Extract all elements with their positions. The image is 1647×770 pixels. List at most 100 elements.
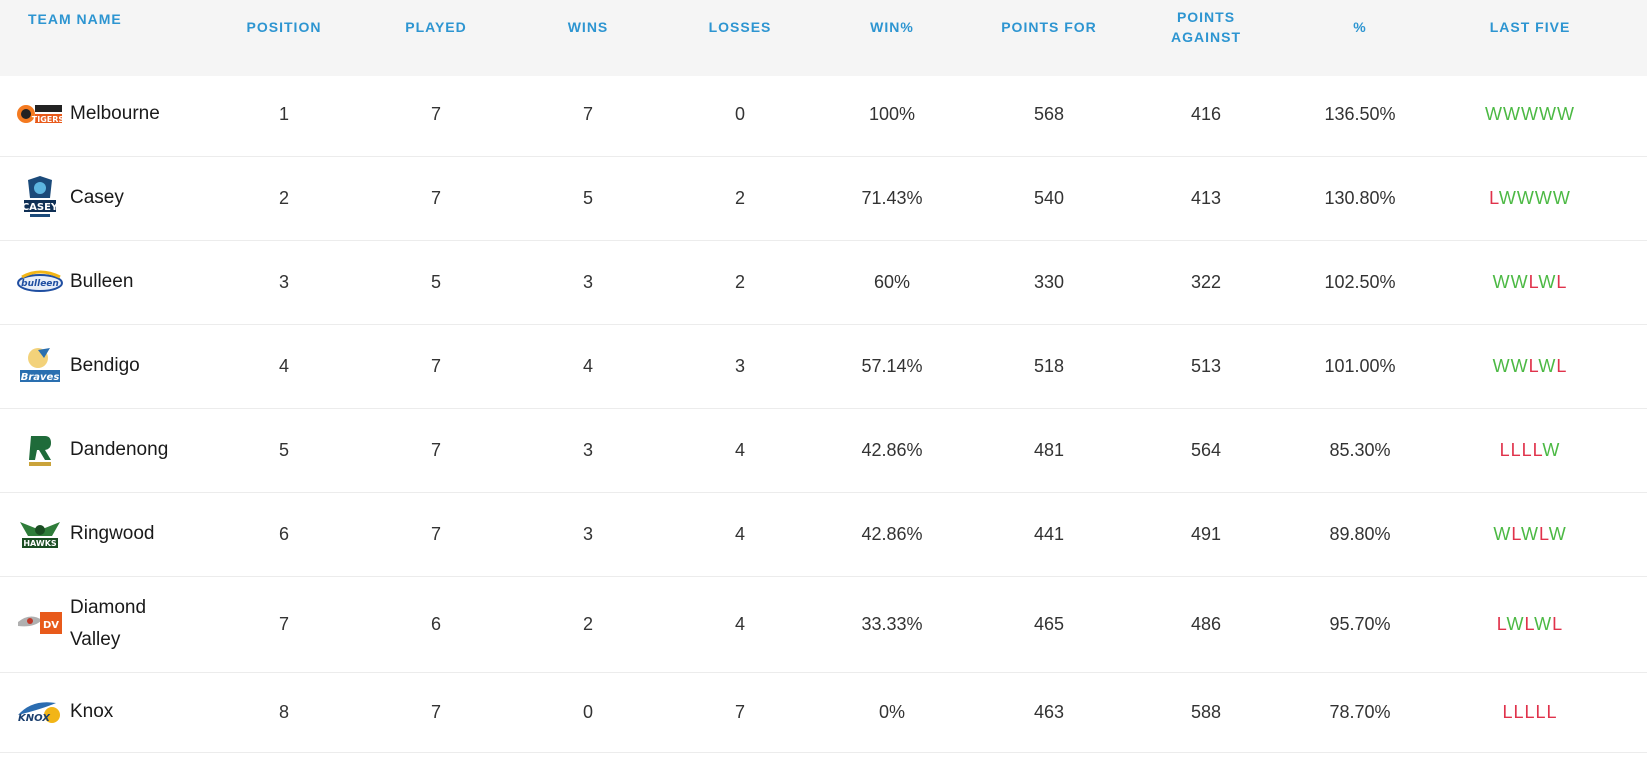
- result-win: W: [1493, 523, 1512, 544]
- team-cell[interactable]: CASEY Casey: [16, 156, 180, 240]
- table-row[interactable]: Braves Bendigo 4 7 4 3 57.14% 518 513 101.00% WWLW…: [0, 324, 1647, 409]
- svg-text:HAWKS: HAWKS: [23, 539, 57, 548]
- team-name[interactable]: Ringwood: [70, 523, 155, 544]
- cell-win-pct: 42.86%: [861, 439, 923, 460]
- bulleen-boomers-logo-icon: bulleen: [16, 262, 64, 302]
- cell-points-against: 486: [1190, 613, 1222, 634]
- result-loss: L: [1524, 701, 1536, 722]
- team-cell[interactable]: Braves Bendigo: [16, 324, 180, 408]
- knox-raiders-logo-icon: KNOX: [16, 692, 64, 732]
- table-row[interactable]: CASEYCasey275271.43%540413130.80%LWWWWLW…: [0, 156, 1647, 241]
- team-name[interactable]: Bulleen: [70, 271, 134, 292]
- cell-last-five: LLLLWLLLLW: [1440, 408, 1620, 492]
- team-name[interactable]: Melbourne: [70, 103, 160, 124]
- diamond-valley-eagles-logo-icon: DV: [16, 604, 64, 644]
- result-loss: L: [1502, 701, 1514, 722]
- team-name[interactable]: Bendigo: [70, 355, 140, 376]
- table-row[interactable]: TIGERS Melbourne 1 7 7 0 100% 568 416 136.50% WWWW…: [0, 72, 1647, 157]
- team-name[interactable]: Diamond Valley: [70, 597, 147, 650]
- cell-losses: 4: [734, 613, 745, 634]
- team-name[interactable]: Casey: [70, 187, 124, 208]
- team-cell[interactable]: DV Diamond Valley: [16, 576, 180, 672]
- cell-position: 3: [278, 271, 289, 292]
- result-loss: L: [1556, 271, 1568, 292]
- header-wins[interactable]: WINS: [567, 19, 609, 35]
- result-win: W: [1485, 103, 1503, 124]
- result-win: W: [1548, 523, 1567, 544]
- result-loss: L: [1528, 355, 1539, 376]
- result-loss: L: [1510, 439, 1522, 460]
- result-win: W: [1542, 439, 1561, 460]
- header-win-pct[interactable]: WIN%: [870, 19, 914, 35]
- header-team-name[interactable]: TEAM NAME: [28, 11, 122, 27]
- team-cell[interactable]: KNOX Knox: [16, 672, 180, 752]
- dandenong-rangers-logo-icon: [16, 430, 64, 470]
- team-cell[interactable]: HAWKS Ringwood: [16, 492, 180, 576]
- cell-losses: 3: [734, 355, 745, 376]
- cell-wins: 4: [582, 355, 593, 376]
- table-row[interactable]: DV Diamond Valley 7 6 2 4 33.33% 465 486 95.70% LW…: [0, 576, 1647, 673]
- cell-wins: 0: [582, 701, 593, 722]
- team-name[interactable]: Dandenong: [70, 439, 169, 460]
- cell-losses: 2: [734, 187, 745, 208]
- cell-points-for: 568: [1033, 103, 1065, 124]
- table-row[interactable]: Dandenong573442.86%48156485.30%LLLLWLLLL…: [0, 408, 1647, 493]
- table-row[interactable]: HAWKS Ringwood 6 7 3 4 42.86% 441 491 89.80% WLWLW…: [0, 492, 1647, 577]
- table-row[interactable]: bulleenBulleen353260%330322102.50%WWLWLW…: [0, 240, 1647, 325]
- header-percentage[interactable]: %: [1353, 19, 1367, 35]
- result-win: W: [1498, 187, 1517, 208]
- team-cell[interactable]: Dandenong: [16, 408, 180, 492]
- header-points-for[interactable]: POINTS FOR: [1001, 19, 1097, 35]
- cell-win-pct: 42.86%: [861, 523, 923, 544]
- cell-last-five: LWLWLLWLWL: [1440, 576, 1620, 672]
- result-loss: L: [1535, 701, 1547, 722]
- cell-win-pct: 100%: [868, 103, 916, 124]
- cell-position: 7: [278, 613, 289, 634]
- result-win: W: [1521, 103, 1539, 124]
- cell-points-for: 441: [1033, 523, 1065, 544]
- cell-percentage: 95.70%: [1329, 613, 1391, 634]
- cell-percentage: 130.80%: [1324, 187, 1396, 208]
- cell-losses: 0: [734, 103, 745, 124]
- cell-points-for: 481: [1033, 439, 1065, 460]
- header-last-five[interactable]: LAST FIVE: [1489, 19, 1571, 35]
- cell-wins: 7: [582, 103, 593, 124]
- last-five-results: WWWWW: [1485, 104, 1575, 125]
- header-played[interactable]: PLAYED: [405, 19, 467, 35]
- last-five-results: WWLWL: [1493, 356, 1568, 377]
- last-five-results: LWLWL: [1497, 614, 1563, 635]
- team-name[interactable]: Knox: [70, 701, 114, 722]
- team-cell[interactable]: TIGERS Melbourne: [16, 72, 180, 156]
- cell-percentage: 102.50%: [1324, 271, 1396, 292]
- result-win: W: [1538, 355, 1557, 376]
- result-win: W: [1557, 103, 1575, 124]
- cell-wins: 3: [582, 523, 593, 544]
- cell-points-for: 463: [1033, 701, 1065, 722]
- header-position[interactable]: POSITION: [246, 19, 322, 35]
- melbourne-tigers-logo-icon: TIGERS: [16, 94, 64, 134]
- cell-played: 7: [430, 523, 441, 544]
- cell-percentage: 85.30%: [1329, 439, 1391, 460]
- cell-position: 6: [278, 523, 289, 544]
- last-five-results: WWLWL: [1493, 272, 1568, 293]
- header-losses[interactable]: LOSSES: [708, 19, 772, 35]
- team-cell[interactable]: bulleen Bulleen: [16, 240, 180, 324]
- result-win: W: [1510, 271, 1529, 292]
- cell-percentage: 89.80%: [1329, 523, 1391, 544]
- cell-points-for: 330: [1033, 271, 1065, 292]
- svg-text:KNOX: KNOX: [18, 713, 51, 724]
- result-loss: L: [1511, 523, 1521, 544]
- header-points-against[interactable]: POINTS AGAINST: [1171, 9, 1241, 45]
- cell-played: 7: [430, 103, 441, 124]
- cell-position: 1: [278, 103, 289, 124]
- result-loss: L: [1539, 523, 1549, 544]
- svg-text:TIGERS: TIGERS: [32, 115, 64, 124]
- cell-points-for: 465: [1033, 613, 1065, 634]
- result-win: W: [1552, 187, 1571, 208]
- cell-points-against: 322: [1190, 271, 1222, 292]
- cell-position: 2: [278, 187, 289, 208]
- result-loss: L: [1524, 613, 1535, 634]
- cell-points-for: 540: [1033, 187, 1065, 208]
